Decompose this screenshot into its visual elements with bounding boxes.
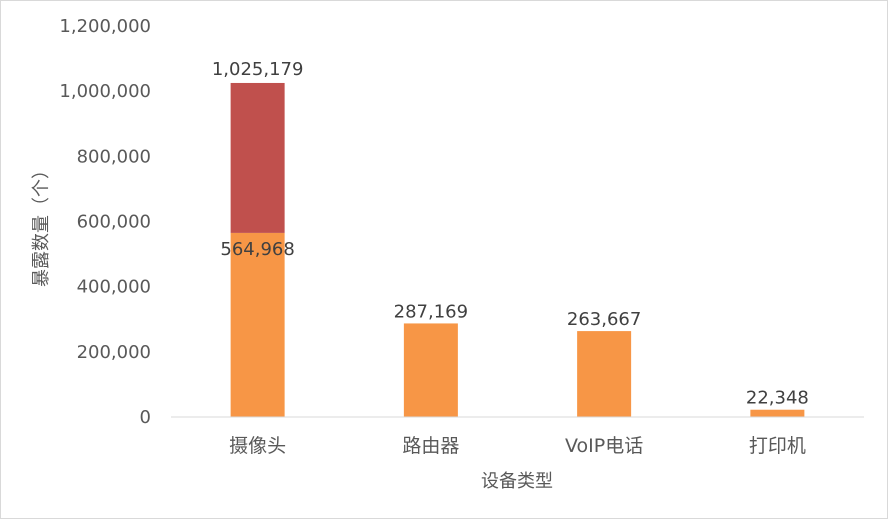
bar-segment [230,232,285,417]
y-tick-label: 1,200,000 [59,16,151,37]
y-tick-label: 600,000 [77,212,151,233]
y-tick-label: 0 [140,407,151,428]
bar-segment [750,409,805,417]
x-axis-title: 设备类型 [481,471,553,492]
x-category-label: 摄像头 [229,435,286,457]
x-category-label: 路由器 [402,435,459,457]
y-tick-label: 800,000 [77,146,151,167]
data-labels: 564,968 1,025,179 287,169 263,667 22,348 [212,59,809,409]
data-label: 263,667 [567,309,641,330]
y-tick-label: 1,000,000 [59,81,151,102]
bar-segment [403,323,458,417]
y-axis-ticks: 0 200,000 400,000 600,000 800,000 1,000,000 1,… [59,16,151,428]
data-label: 564,968 [220,239,294,260]
y-tick-label: 400,000 [77,277,151,298]
total-label: 1,025,179 [212,59,304,80]
data-label: 287,169 [394,301,468,322]
data-label: 22,348 [746,388,809,409]
y-tick-label: 200,000 [77,342,151,363]
x-category-label: 打印机 [749,435,806,457]
y-axis-title: 暴露数量（个） [31,161,52,287]
bar-segment [577,331,632,417]
bars [230,82,805,417]
x-axis-category-labels: 摄像头 路由器 VoIP电话 打印机 [229,435,806,457]
bar-segment [230,82,285,233]
x-category-label: VoIP电话 [565,435,643,457]
